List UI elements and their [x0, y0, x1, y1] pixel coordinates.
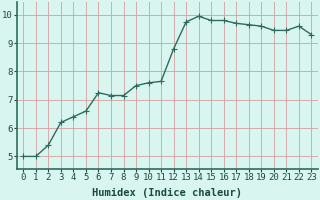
- X-axis label: Humidex (Indice chaleur): Humidex (Indice chaleur): [92, 188, 242, 198]
